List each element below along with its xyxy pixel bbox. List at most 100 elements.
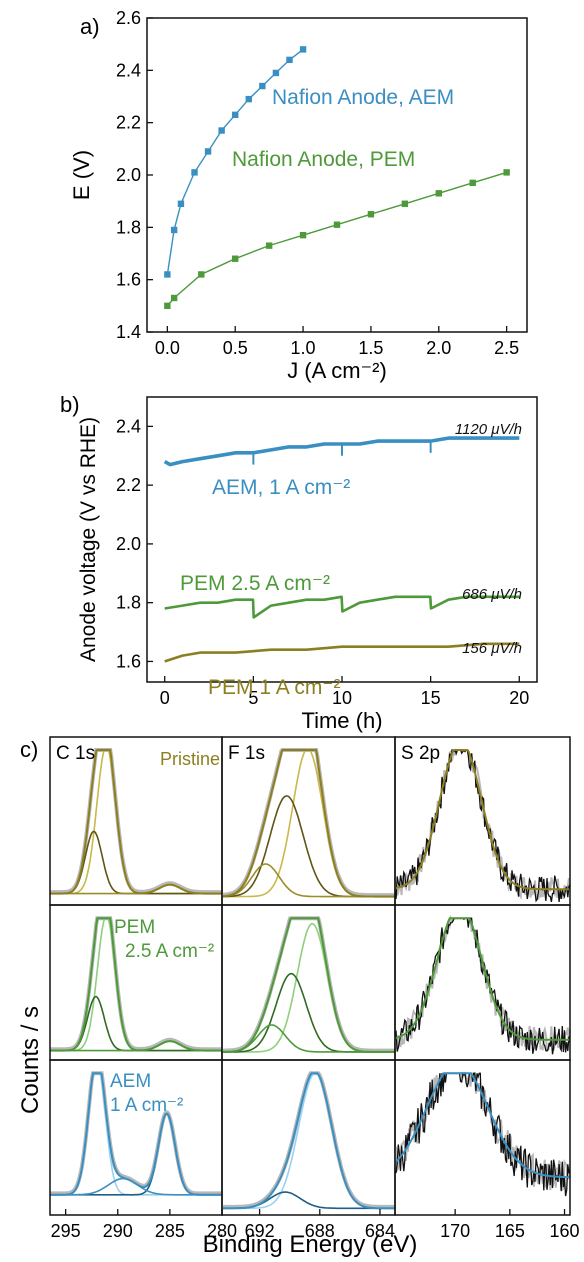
y-tick-label: 1.6 (116, 651, 141, 671)
panel-a-label: a) (80, 14, 100, 39)
data-point (435, 190, 442, 197)
series-line-2 (164, 642, 520, 663)
x-tick-label: 2.5 (494, 338, 519, 358)
panel-c-xlabel: Binding Energy (eV) (203, 1231, 418, 1258)
xps-envelope (222, 749, 395, 898)
data-point (367, 211, 375, 218)
panel-c: c) Counts / s C 1s F 1s S 2p 295 290 285 280 69… (17, 736, 580, 1258)
x-tick-label: 15 (421, 688, 441, 708)
panel-b-plot (163, 436, 520, 663)
x-tick-label: 285 (155, 1221, 185, 1241)
row-label-aem-current: 1 A cm⁻² (110, 1095, 183, 1116)
x-tick-label: 0.5 (223, 338, 248, 358)
column-title: F 1s (228, 743, 265, 764)
xps-envelope (394, 749, 570, 891)
panel-a-ann-aem: Nafion Anode, AEM (272, 86, 454, 109)
panel-b-label: b) (60, 392, 80, 417)
y-axis-label: Anode voltage (V vs RHE) (77, 417, 100, 662)
xps-raw-data (394, 914, 571, 1052)
series-line-1 (164, 595, 520, 619)
xps-noisy-data (394, 748, 571, 903)
data-point (164, 271, 171, 278)
y-tick-label: 1.8 (116, 593, 141, 613)
xps-envelope (50, 917, 222, 1052)
data-point (232, 111, 239, 119)
y-tick-label: 2.0 (116, 165, 141, 185)
data-point (469, 179, 476, 187)
xps-raw-data (394, 1072, 571, 1192)
x-tick-label: 692 (245, 1221, 275, 1241)
panel-b-ann-pem25: PEM 2.5 A cm⁻² (180, 572, 330, 595)
x-axis-label: J (A cm⁻²) (287, 358, 387, 383)
x-tick-label: 1.5 (358, 338, 383, 358)
xps-envelope (222, 917, 395, 1053)
data-point (259, 82, 266, 90)
data-point (164, 302, 171, 310)
panel-a-plot (164, 46, 510, 310)
xps-cell-frame (394, 1059, 571, 1216)
x-tick-label: 0 (160, 688, 170, 708)
data-point (503, 169, 510, 176)
data-point (286, 56, 293, 64)
data-point (198, 271, 205, 278)
x-tick-label: 688 (305, 1221, 335, 1241)
xps-component (222, 1024, 395, 1053)
xps-envelope (394, 1072, 570, 1179)
xps-envelope (50, 749, 222, 895)
xps-envelope (394, 917, 570, 1041)
x-tick-label: 165 (495, 1221, 525, 1241)
y-axis-label: E (V) (69, 150, 94, 200)
panel-c-ylabel: Counts / s (17, 1006, 44, 1114)
row-label-pristine: Pristine (160, 749, 220, 769)
xps-component (50, 917, 222, 1052)
data-point (170, 294, 178, 302)
column-title: C 1s (56, 743, 95, 764)
xps-component (222, 972, 395, 1053)
series-line-0 (163, 436, 520, 467)
data-point (299, 46, 307, 53)
xps-component (50, 995, 222, 1052)
x-tick-label: 160 (550, 1221, 580, 1241)
data-point (265, 242, 273, 249)
data-point (170, 226, 178, 234)
x-tick-label: 684 (365, 1221, 395, 1241)
x-tick-label: 290 (103, 1221, 133, 1241)
y-tick-label: 1.4 (116, 322, 141, 342)
panel-a-frame (146, 17, 528, 333)
y-tick-label: 2.6 (116, 8, 141, 28)
data-point (401, 200, 409, 207)
panel-b-ann-pem1: PEM 1 A cm⁻² (208, 676, 340, 699)
xps-noisy-data (394, 1071, 571, 1197)
x-axis-label: Time (h) (301, 708, 382, 733)
panel-b-rate-pem25: 686 μV/h (462, 586, 522, 603)
x-tick-label: 1.0 (291, 338, 316, 358)
series-line-1 (166, 171, 507, 307)
data-point (333, 221, 341, 228)
data-point (299, 231, 307, 239)
panel-b-axes: 0 5 10 15 20 1.6 1.8 2.0 2.2 2.4 Time (h) Anode vol… (77, 416, 529, 733)
y-tick-label: 2.2 (116, 475, 141, 495)
panel-b-ann-aem: AEM, 1 A cm⁻² (212, 476, 350, 499)
x-tick-label: 10 (332, 688, 352, 708)
xps-component (222, 1072, 395, 1210)
xps-raw-data (50, 748, 222, 895)
xps-raw-data (222, 1071, 395, 1209)
panel-c-grid: C 1s F 1s S 2p 295 290 285 280 692 688 684 170 165 1… (49, 736, 580, 1241)
y-tick-label: 2.2 (116, 113, 141, 133)
xps-raw-data (394, 749, 571, 900)
x-tick-label: 280 (207, 1221, 237, 1241)
y-tick-label: 2.4 (116, 416, 141, 436)
data-point (218, 127, 225, 134)
column-title: S 2p (401, 743, 440, 764)
data-point (204, 148, 212, 155)
xps-raw-data (222, 916, 395, 1053)
x-tick-label: 170 (440, 1221, 470, 1241)
xps-component (222, 922, 395, 1053)
row-label-pem-current: 2.5 A cm⁻² (125, 941, 214, 962)
y-tick-label: 1.8 (116, 217, 141, 237)
x-tick-label: 295 (51, 1221, 81, 1241)
xps-noisy-data (394, 917, 571, 1055)
data-point (272, 69, 280, 77)
row-label-aem: AEM (110, 1071, 151, 1092)
